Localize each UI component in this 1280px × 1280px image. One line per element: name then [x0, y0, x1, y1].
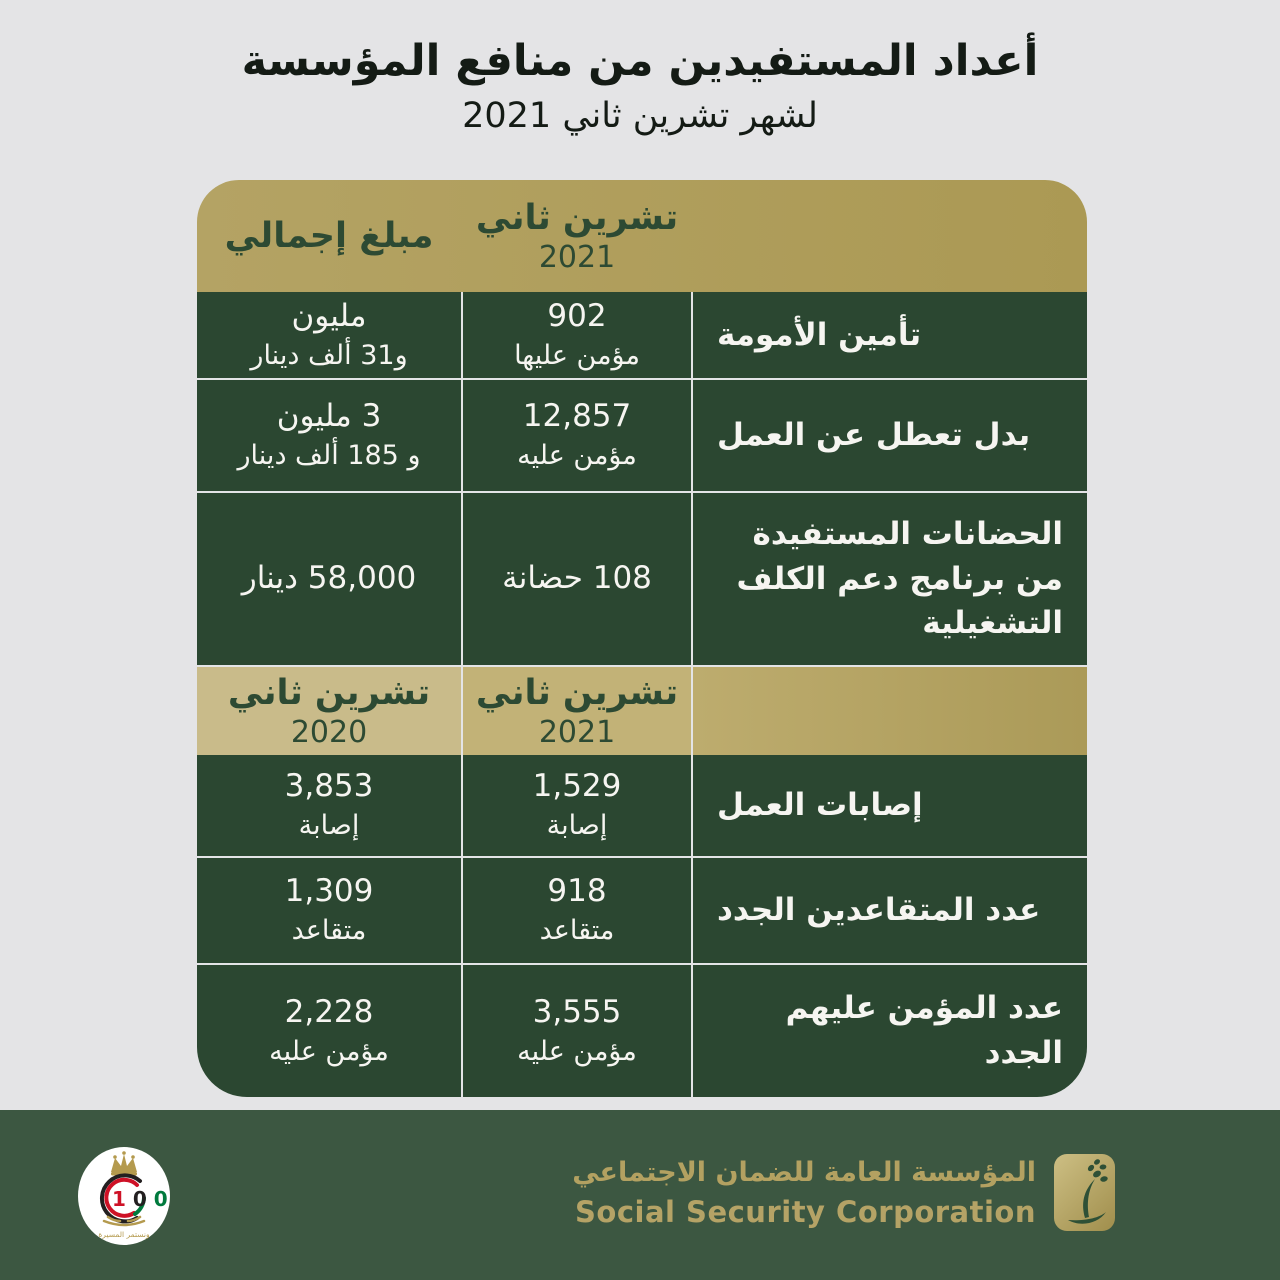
title-line2: لشهر تشرين ثاني 2021: [462, 95, 818, 136]
title-line1: أعداد المستفيدين من منافع المؤسسة: [241, 36, 1039, 86]
cell-maternity-count: 902 مؤمن عليها: [463, 292, 691, 378]
benefits-table: مبلغ إجمالي تشرين ثاني 2021 مليون و31 أل…: [197, 180, 1087, 1097]
centennial-number: 1 0 0: [112, 1187, 168, 1211]
org-name-arabic: المؤسسة العامة للضمان الاجتماعي: [572, 1156, 1036, 1188]
cell-injuries-2020: 3,853 إصابة: [197, 755, 461, 856]
footer-brand: المؤسسة العامة للضمان الاجتماعي Social S…: [572, 1154, 1115, 1231]
cell-retirees-2021: 918 متقاعد: [463, 858, 691, 963]
table-row: 3 مليون و 185 ألف دينار 12,857 مؤمن عليه…: [197, 380, 1087, 491]
cell-retirees-2020: 1,309 متقاعد: [197, 858, 461, 963]
cell-unemployment-amount: 3 مليون و 185 ألف دينار: [197, 380, 461, 491]
cell-injuries-label: إصابات العمل: [693, 755, 1087, 856]
cell-unemployment-label: بدل تعطل عن العمل: [693, 380, 1087, 491]
cell-insured-2020: 2,228 مؤمن عليه: [197, 965, 461, 1097]
header-nov-2020-year: 2020: [290, 714, 368, 750]
flag-swoosh-icon: [100, 1173, 146, 1224]
cell-unemployment-count: 12,857 مؤمن عليه: [463, 380, 691, 491]
cell-maternity-label: تأمين الأمومة: [693, 292, 1087, 378]
header-nov-2021-b: تشرين ثاني 2021: [463, 667, 691, 755]
header-total-amount: مبلغ إجمالي: [197, 180, 461, 292]
laurel-icon: [102, 1215, 146, 1227]
table-row: 1,309 متقاعد 918 متقاعد عدد المتقاعدين ا…: [197, 858, 1087, 963]
table-section-2: 3,853 إصابة 1,529 إصابة إصابات العمل 1,3…: [197, 755, 1087, 1097]
ssc-logo-tree-icon: [1068, 1159, 1108, 1224]
ssc-logo: [1054, 1154, 1115, 1231]
cell-nurseries-amount: 58,000 دينار: [197, 493, 461, 665]
table-row: مليون و31 ألف دينار 902 مؤمن عليها تأمين…: [197, 292, 1087, 378]
table-row: 3,853 إصابة 1,529 إصابة إصابات العمل: [197, 755, 1087, 856]
centennial-graphic: 1 0 0 ونستمر المسيرة: [98, 1151, 168, 1239]
header-empty-cell-2: [693, 667, 1087, 755]
header-total-amount-label: مبلغ إجمالي: [224, 215, 434, 256]
centennial-tagline: ونستمر المسيرة: [98, 1230, 150, 1239]
header-nov-2021-month: تشرين ثاني: [475, 198, 679, 239]
table-row: 2,228 مؤمن عليه 3,555 مؤمن عليه عدد المؤ…: [197, 965, 1087, 1097]
footer-brand-text: المؤسسة العامة للضمان الاجتماعي Social S…: [572, 1155, 1036, 1230]
cell-insured-2021: 3,555 مؤمن عليه: [463, 965, 691, 1097]
cell-injuries-2021: 1,529 إصابة: [463, 755, 691, 856]
org-name-english: Social Security Corporation: [575, 1194, 1036, 1229]
table-section-1: مليون و31 ألف دينار 902 مؤمن عليها تأمين…: [197, 292, 1087, 665]
header-nov-2021-b-month: تشرين ثاني: [475, 673, 679, 714]
header-nov-2020: تشرين ثاني 2020: [197, 667, 461, 755]
cell-insured-label: عدد المؤمن عليهم الجدد: [693, 965, 1087, 1097]
header-empty-cell: [693, 180, 1087, 292]
crown-icon: [111, 1151, 137, 1176]
footer-bar: 1 0 0 ونستمر المسيرة المؤسسة العامة للضم…: [0, 1110, 1280, 1280]
cell-nurseries-count: 108 حضانة: [463, 493, 691, 665]
header-nov-2021: تشرين ثاني 2021: [463, 180, 691, 292]
header-nov-2021-b-year: 2021: [538, 714, 616, 750]
jordan-centennial-logo: 1 0 0 ونستمر المسيرة: [78, 1147, 170, 1245]
table-header-band-1: مبلغ إجمالي تشرين ثاني 2021: [197, 180, 1087, 292]
table-header-band-2: تشرين ثاني 2020 تشرين ثاني 2021: [197, 667, 1087, 755]
table-row: 58,000 دينار 108 حضانة الحضانات المستفيد…: [197, 493, 1087, 665]
header-nov-2021-year: 2021: [538, 239, 616, 275]
cell-retirees-label: عدد المتقاعدين الجدد: [693, 858, 1087, 963]
page-title: أعداد المستفيدين من منافع المؤسسة لشهر ت…: [0, 34, 1280, 139]
header-nov-2020-month: تشرين ثاني: [227, 673, 431, 714]
cell-maternity-amount: مليون و31 ألف دينار: [197, 292, 461, 378]
cell-nurseries-label: الحضانات المستفيدة من برنامج دعم الكلف ا…: [693, 493, 1087, 665]
